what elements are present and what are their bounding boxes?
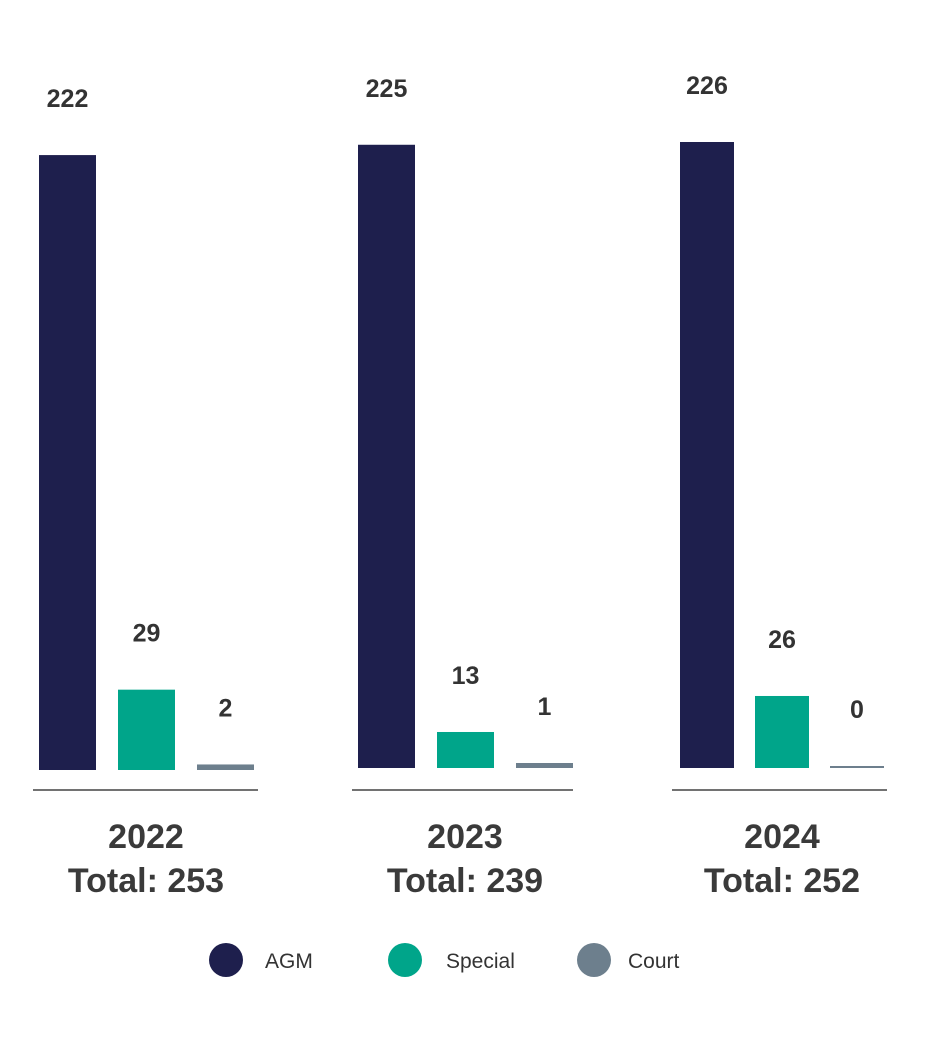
legend-label-special: Special — [446, 950, 515, 973]
legend-swatch-court — [577, 943, 611, 977]
data-label-special-2024: 26 — [768, 626, 796, 654]
total-label-2024: Total: 252 — [704, 862, 860, 900]
data-label-special-2023: 13 — [452, 662, 480, 690]
category-label-2023: 2023 — [427, 818, 503, 856]
legend-item-agm: AGM — [209, 943, 313, 977]
bar-special-2022 — [118, 689, 175, 770]
data-label-court-2024: 0 — [850, 696, 864, 724]
year-group-2022: 222 29 2 2022 Total: 253 — [33, 85, 258, 900]
year-group-2023: 225 13 1 2023 Total: 239 — [352, 75, 573, 900]
legend: AGM Special Court — [209, 943, 680, 977]
legend-item-court: Court — [577, 943, 680, 977]
data-label-agm-2024: 226 — [686, 72, 728, 100]
bar-special-2023 — [437, 731, 494, 768]
total-label-2023: Total: 239 — [387, 862, 543, 900]
bar-court-2024 — [830, 766, 884, 768]
legend-swatch-agm — [209, 943, 243, 977]
data-label-court-2022: 2 — [219, 694, 233, 722]
total-label-2022: Total: 253 — [68, 862, 224, 900]
data-label-court-2023: 1 — [538, 693, 552, 721]
bar-court-2022 — [197, 764, 254, 770]
data-label-special-2022: 29 — [133, 620, 161, 648]
legend-item-special: Special — [388, 943, 515, 977]
bar-agm-2024 — [680, 142, 734, 768]
bar-court-2023 — [516, 763, 573, 768]
year-group-2024: 226 26 0 2024 Total: 252 — [672, 72, 887, 900]
year-groups: 222 29 2 2022 Total: 253 225 13 1 2023 Total: 239… — [33, 72, 887, 900]
legend-label-agm: AGM — [265, 950, 313, 973]
legend-swatch-special — [388, 943, 422, 977]
bar-special-2024 — [755, 695, 809, 768]
bar-agm-2022 — [39, 155, 96, 770]
bar-agm-2023 — [358, 144, 415, 769]
data-label-agm-2022: 222 — [47, 85, 89, 113]
legend-label-court: Court — [628, 950, 680, 973]
data-label-agm-2023: 225 — [366, 75, 408, 103]
category-label-2024: 2024 — [744, 818, 820, 856]
category-label-2022: 2022 — [108, 818, 184, 856]
